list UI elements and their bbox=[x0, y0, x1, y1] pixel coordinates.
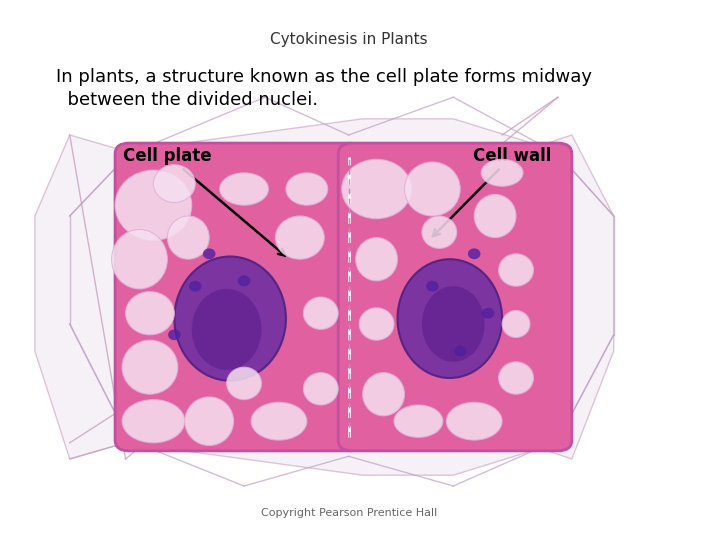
Ellipse shape bbox=[238, 275, 251, 286]
Ellipse shape bbox=[405, 162, 460, 216]
Text: Cytokinesis in Plants: Cytokinesis in Plants bbox=[270, 32, 428, 48]
FancyBboxPatch shape bbox=[338, 143, 572, 451]
Ellipse shape bbox=[122, 340, 178, 394]
Ellipse shape bbox=[481, 159, 523, 186]
Ellipse shape bbox=[203, 248, 215, 259]
Ellipse shape bbox=[363, 373, 405, 416]
Ellipse shape bbox=[422, 286, 485, 362]
Ellipse shape bbox=[286, 173, 328, 205]
Polygon shape bbox=[125, 119, 558, 151]
Ellipse shape bbox=[468, 248, 480, 259]
Ellipse shape bbox=[446, 402, 502, 440]
FancyBboxPatch shape bbox=[115, 143, 363, 451]
Ellipse shape bbox=[185, 397, 233, 445]
Ellipse shape bbox=[502, 310, 530, 338]
Ellipse shape bbox=[397, 259, 502, 378]
Ellipse shape bbox=[342, 159, 411, 219]
Ellipse shape bbox=[167, 216, 210, 259]
Polygon shape bbox=[125, 443, 558, 475]
Ellipse shape bbox=[251, 402, 307, 440]
Ellipse shape bbox=[499, 362, 534, 394]
Ellipse shape bbox=[482, 308, 495, 319]
Ellipse shape bbox=[394, 405, 443, 437]
Ellipse shape bbox=[153, 165, 195, 202]
Polygon shape bbox=[35, 135, 140, 459]
Ellipse shape bbox=[189, 281, 202, 292]
Ellipse shape bbox=[168, 329, 181, 340]
Ellipse shape bbox=[276, 216, 324, 259]
Ellipse shape bbox=[474, 194, 516, 238]
Polygon shape bbox=[509, 135, 613, 459]
Ellipse shape bbox=[112, 230, 167, 289]
Ellipse shape bbox=[192, 289, 261, 370]
Ellipse shape bbox=[303, 373, 338, 405]
Ellipse shape bbox=[125, 292, 174, 335]
Text: Copyright Pearson Prentice Hall: Copyright Pearson Prentice Hall bbox=[261, 508, 437, 518]
Ellipse shape bbox=[454, 346, 467, 356]
Ellipse shape bbox=[422, 216, 456, 248]
Ellipse shape bbox=[303, 297, 338, 329]
Text: Cell plate: Cell plate bbox=[123, 147, 285, 255]
Text: Cell wall: Cell wall bbox=[433, 147, 552, 237]
Ellipse shape bbox=[115, 170, 192, 240]
Ellipse shape bbox=[220, 173, 269, 205]
Ellipse shape bbox=[499, 254, 534, 286]
Ellipse shape bbox=[227, 367, 261, 400]
Ellipse shape bbox=[174, 256, 286, 381]
Text: In plants, a structure known as the cell plate forms midway
  between the divide: In plants, a structure known as the cell… bbox=[55, 68, 592, 109]
Ellipse shape bbox=[359, 308, 394, 340]
Ellipse shape bbox=[356, 238, 397, 281]
Ellipse shape bbox=[426, 281, 438, 292]
Ellipse shape bbox=[122, 400, 185, 443]
